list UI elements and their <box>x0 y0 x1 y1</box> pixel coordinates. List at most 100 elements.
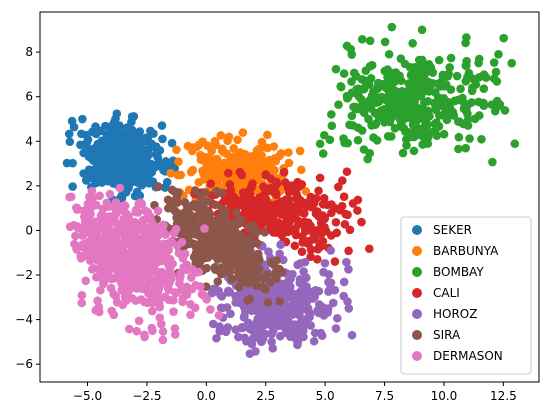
point-sira <box>210 250 220 260</box>
point-bombay <box>423 97 433 106</box>
point-dermason <box>81 276 91 286</box>
point-barbunya <box>173 170 183 180</box>
point-horoz <box>278 255 288 265</box>
point-bombay <box>353 123 363 132</box>
point-cali <box>364 244 374 254</box>
point-bombay <box>339 134 348 143</box>
point-seker <box>130 191 140 201</box>
x-tick-label: 7.5 <box>375 389 394 403</box>
point-bombay <box>414 103 423 113</box>
legend-box <box>400 216 532 375</box>
point-sira <box>197 198 206 207</box>
point-bombay <box>428 68 438 77</box>
point-dermason <box>112 297 122 307</box>
point-bombay <box>327 121 337 131</box>
point-horoz <box>302 297 312 307</box>
point-seker <box>167 138 177 148</box>
x-tick-label: −2.5 <box>132 389 161 403</box>
point-bombay <box>445 63 455 72</box>
point-dermason <box>138 268 148 277</box>
point-cali <box>266 212 275 222</box>
point-horoz <box>239 313 249 322</box>
point-seker <box>152 161 162 171</box>
point-horoz <box>231 325 241 334</box>
point-dermason <box>87 202 96 212</box>
point-sira <box>183 202 192 212</box>
point-bombay <box>367 121 376 130</box>
point-cali <box>330 257 340 266</box>
point-cali <box>353 206 362 215</box>
point-barbunya <box>238 128 248 137</box>
point-barbunya <box>295 146 305 156</box>
point-cali <box>283 183 293 193</box>
point-sira <box>199 213 208 223</box>
point-bombay <box>331 64 341 74</box>
point-horoz <box>288 269 297 279</box>
legend-marker <box>412 330 422 340</box>
point-dermason <box>159 239 168 249</box>
point-bombay <box>346 44 356 54</box>
point-horoz <box>211 285 221 294</box>
point-cali <box>290 228 300 238</box>
point-barbunya <box>204 153 213 162</box>
point-horoz <box>284 320 294 329</box>
point-cali <box>301 227 310 236</box>
point-bombay <box>367 60 377 70</box>
point-horoz <box>285 282 295 292</box>
point-horoz <box>323 308 332 317</box>
point-seker <box>109 117 119 127</box>
point-dermason <box>77 290 87 300</box>
point-cali <box>230 193 239 203</box>
point-sira <box>200 253 210 263</box>
point-bombay <box>461 105 471 115</box>
point-bombay <box>396 76 406 86</box>
point-cali <box>303 239 312 248</box>
point-bombay <box>387 22 397 32</box>
point-bombay <box>468 83 477 92</box>
point-horoz <box>342 257 351 267</box>
point-horoz <box>253 327 263 337</box>
point-sira <box>210 263 220 272</box>
legend-marker <box>412 267 422 277</box>
point-bombay <box>318 149 328 158</box>
point-seker <box>81 130 91 140</box>
point-sira <box>230 256 239 265</box>
legend-label: DERMASON <box>433 349 503 363</box>
point-bombay <box>452 71 462 81</box>
point-dermason <box>186 310 195 320</box>
point-horoz <box>344 265 353 274</box>
point-bombay <box>417 89 427 98</box>
point-sira <box>182 228 192 237</box>
point-bombay <box>361 66 371 75</box>
point-barbunya <box>269 142 279 151</box>
point-bombay <box>402 101 412 110</box>
point-bombay <box>339 69 349 78</box>
point-horoz <box>317 331 327 341</box>
point-dermason <box>123 267 133 276</box>
point-dermason <box>109 310 119 320</box>
point-bombay <box>467 98 476 107</box>
point-dermason <box>105 212 115 221</box>
point-bombay <box>442 114 451 123</box>
point-cali <box>243 187 252 196</box>
point-seker <box>118 150 127 160</box>
point-sira <box>191 202 200 212</box>
point-bombay <box>334 100 343 110</box>
point-seker <box>106 131 116 140</box>
point-seker <box>119 128 129 138</box>
point-dermason <box>109 263 118 273</box>
point-cali <box>337 176 347 185</box>
point-cali <box>318 200 328 209</box>
point-dermason <box>151 236 161 245</box>
point-seker <box>164 160 174 170</box>
legend-label: SIRA <box>433 328 461 342</box>
point-cali <box>300 221 310 230</box>
point-cali <box>334 182 343 192</box>
point-bombay <box>437 99 446 108</box>
point-horoz <box>318 302 327 312</box>
point-cali <box>297 247 307 256</box>
point-horoz <box>328 298 338 308</box>
point-dermason <box>109 243 118 253</box>
point-sira <box>226 263 236 272</box>
